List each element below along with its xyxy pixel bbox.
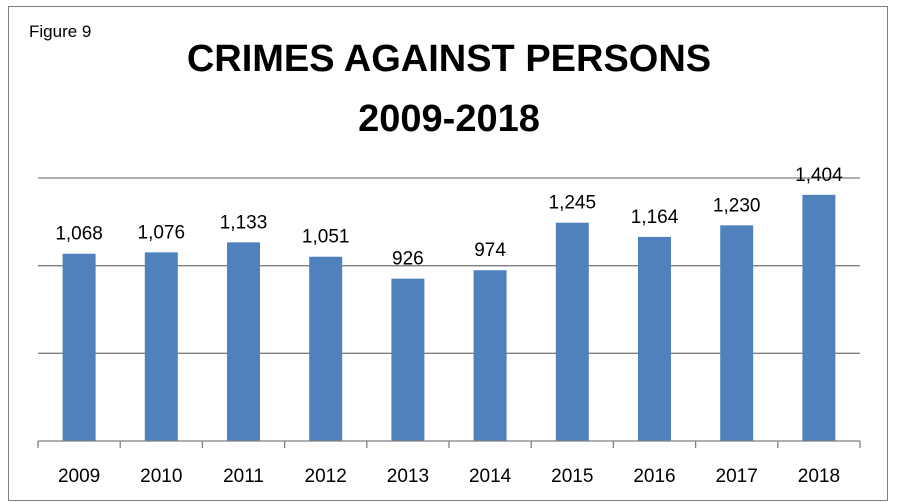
bar-2009 — [62, 253, 96, 441]
x-tick-label-2015: 2015 — [551, 466, 593, 487]
x-tick-label-2016: 2016 — [633, 466, 675, 487]
x-tick-label-2009: 2009 — [58, 466, 100, 487]
data-label-2014: 974 — [474, 240, 506, 261]
bar-2013 — [391, 278, 425, 441]
chart-title-line2: 2009-2018 — [358, 98, 540, 140]
bar-2016 — [638, 236, 671, 441]
x-tick-label-2014: 2014 — [469, 466, 512, 487]
x-tick-label-2010: 2010 — [140, 466, 182, 487]
x-tick-label-2018: 2018 — [798, 466, 840, 487]
data-label-2017: 1,230 — [713, 195, 761, 216]
data-label-2015: 1,245 — [549, 193, 597, 214]
bar-2018 — [802, 194, 836, 441]
bar-2017 — [720, 225, 754, 441]
bar-2010 — [144, 252, 178, 441]
x-tick-label-2011: 2011 — [223, 466, 264, 487]
x-tick-label-2013: 2013 — [387, 466, 429, 487]
chart-title-line1: CRIMES AGAINST PERSONS — [186, 38, 712, 80]
bar-2014 — [473, 270, 507, 441]
data-label-2010: 1,076 — [138, 222, 186, 243]
x-tick-label-2012: 2012 — [305, 466, 347, 487]
x-tick-label-2017: 2017 — [716, 466, 758, 487]
data-label-2018: 1,404 — [795, 165, 843, 186]
data-label-2009: 1,068 — [55, 224, 103, 245]
figure-label: Figure 9 — [29, 22, 92, 41]
bar-2011 — [227, 242, 260, 441]
data-label-2012: 1,051 — [302, 227, 350, 248]
chart-frame — [8, 6, 888, 501]
data-label-2013: 926 — [392, 249, 424, 270]
bar-2015 — [555, 222, 589, 441]
data-label-2011: 1,133 — [220, 212, 268, 233]
bar-2012 — [309, 256, 343, 441]
data-label-2016: 1,164 — [631, 207, 679, 228]
